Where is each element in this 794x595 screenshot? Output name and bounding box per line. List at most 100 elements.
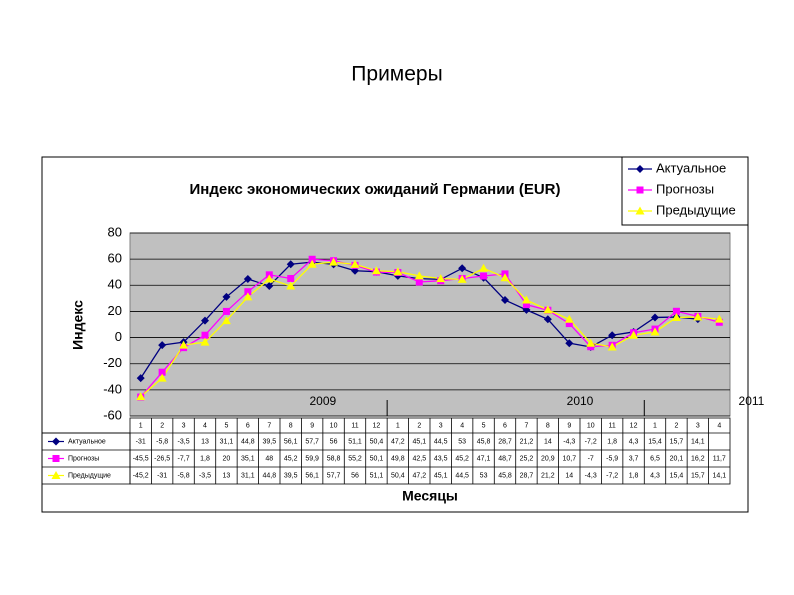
table-cell: 31,1 [241,472,255,479]
marker [458,264,467,273]
table-cell: 6,5 [650,455,660,462]
table-cell: 14,1 [712,472,726,479]
marker [636,165,644,173]
table-cell: 1,8 [200,455,210,462]
table-cell: 57,7 [327,472,341,479]
table-cell: 45,8 [498,472,512,479]
marker [564,314,574,323]
table-cell: 55,2 [348,455,362,462]
table-cell: 47,2 [391,438,405,445]
table-cell: 43,5 [434,455,448,462]
table-cell: 39,5 [284,472,298,479]
marker [222,292,231,301]
x-tick-label: 7 [524,422,528,429]
table-cell: 4,3 [629,438,639,445]
table-cell: 50,1 [370,455,384,462]
y-tick-label: 60 [108,251,122,266]
marker [243,292,253,301]
slide-title: Примеры [351,63,442,86]
x-tick-label: 10 [330,422,338,429]
marker [52,437,60,446]
marker [158,341,167,350]
table-cell: 4,3 [650,472,660,479]
table-cell: 11,7 [713,455,726,462]
marker [157,373,167,382]
table-cell: 45,1 [434,472,448,479]
year-label: 2011 [739,394,765,408]
marker [636,186,644,194]
y-axis-label: Индекс [70,300,86,350]
table-cell: 21,2 [520,438,534,445]
marker [501,296,509,305]
x-tick-label: 4 [460,422,464,429]
x-tick-label: 6 [503,422,507,429]
marker [222,307,230,315]
table-cell: 10,7 [562,455,576,462]
x-tick-label: 4 [717,422,721,429]
table-cell: 56,1 [305,472,319,479]
x-tick-label: 10 [587,422,595,429]
table-cell: 50,4 [391,472,405,479]
marker [201,316,209,325]
x-tick-label: 7 [267,422,271,429]
table-cell: -7,7 [178,455,190,462]
marker [286,281,296,290]
table-cell: 56,1 [284,438,298,445]
x-tick-label: 1 [396,422,400,429]
table-cell: -7,2 [606,472,618,479]
marker [672,307,680,315]
x-axis-label: Месяцы [402,488,458,504]
table-cell: 48 [265,455,273,462]
marker [244,288,252,296]
table-cell: 20,1 [670,455,684,462]
table-cell: 15,7 [670,438,684,445]
marker [136,392,146,401]
x-tick-label: 4 [203,422,207,429]
marker [436,274,446,283]
table-cell: 45,8 [477,438,491,445]
marker [714,314,724,323]
table-cell: -5,9 [606,455,618,462]
table-cell: -7 [588,455,594,462]
x-tick-label: 12 [373,422,381,429]
marker [414,271,424,280]
table-cell: -4,3 [585,472,597,479]
marker [480,272,488,280]
table-cell: 45,2 [284,455,298,462]
marker [671,312,681,321]
marker [136,374,145,383]
y-tick-label: 40 [108,277,122,292]
table-cell: 47,2 [412,472,426,479]
table-cell: 14,1 [691,438,705,445]
marker [308,255,316,263]
x-tick-label: 2 [674,422,678,429]
marker [329,257,339,266]
marker [265,281,274,290]
marker [243,275,252,284]
table-cell: 15,7 [691,472,705,479]
y-tick-label: 0 [115,329,122,344]
series-line [140,261,720,398]
marker [650,327,660,336]
table-cell: 42,5 [412,455,426,462]
marker [200,337,210,346]
table-cell: -4,3 [563,438,575,445]
table-cell: 51,1 [348,438,362,445]
table-cell: 14 [565,472,573,479]
table-cell: -45,5 [133,455,149,462]
table-cell: 53 [458,438,466,445]
x-tick-label: 8 [289,422,293,429]
marker [587,343,595,351]
y-tick-label: 20 [108,303,122,318]
table-cell: 51,1 [370,472,384,479]
x-tick-label: 12 [630,422,638,429]
table-cell: -5,8 [156,438,168,445]
marker [693,312,703,321]
marker [629,330,639,339]
table-cell: 21,2 [541,472,555,479]
x-tick-label: 5 [224,422,228,429]
table-cell: 25,2 [520,455,534,462]
table-cell: 44,5 [455,472,469,479]
marker [51,471,61,479]
